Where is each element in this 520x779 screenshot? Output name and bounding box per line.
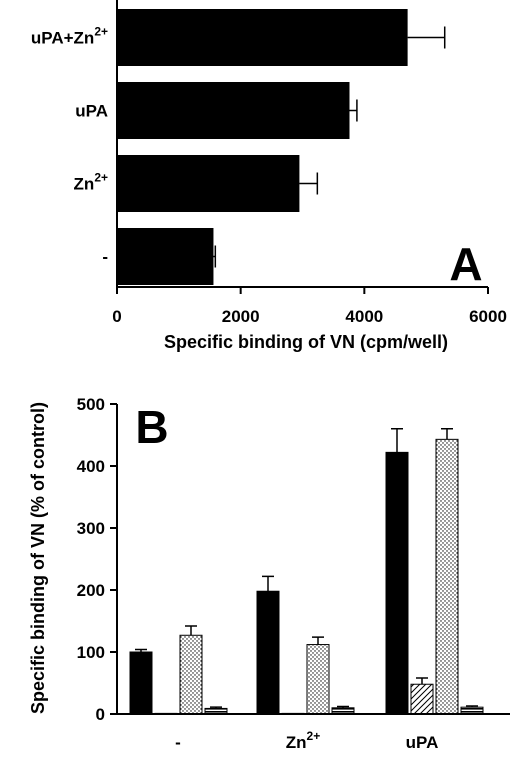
panel-a-category-label: - — [102, 248, 108, 267]
panel-b-bar — [129, 651, 153, 715]
panel-b-bar — [460, 706, 484, 715]
panel-a-category-label: uPA — [75, 102, 108, 121]
panel-b-bar — [306, 644, 330, 715]
panel-b-y-ticks: 0 100 200 300 400 500 — [77, 395, 117, 724]
panel-b-error-bar — [312, 636, 324, 645]
panel-a-bar — [117, 9, 408, 66]
panel-b-y-axis-label: Specific binding of VN (% of control) — [28, 402, 48, 714]
panel-b-error-bar — [262, 575, 274, 592]
panel-b-bars — [129, 438, 484, 715]
panel-b-y-tick-label: 500 — [77, 395, 105, 414]
panel-b-error-bar — [185, 625, 197, 636]
panel-b-y-tick-label: 100 — [77, 643, 105, 662]
panel-b-bar — [179, 634, 203, 715]
panel-b-category-labels: - Zn2+ uPA — [175, 729, 438, 752]
panel-a-category-label: uPA+Zn2+ — [31, 25, 108, 48]
panel-a-error-bar — [299, 172, 319, 195]
panel-a-x-tick-label: 2000 — [222, 307, 260, 326]
panel-a-letter: A — [449, 238, 482, 290]
panel-b-category-label: - — [175, 733, 181, 752]
panel-b-error-bar — [337, 705, 349, 708]
panel-a-bar — [117, 228, 214, 285]
panel-a-x-axis-label: Specific binding of VN (cpm/well) — [164, 332, 448, 352]
panel-b-bar — [410, 683, 434, 715]
panel-a-category-label: Zn2+ — [74, 171, 108, 194]
panel-b: 0 100 200 300 400 500 - Zn2+ uPA Specific bindi… — [28, 395, 510, 752]
panel-a-x-tick-label: 4000 — [345, 307, 383, 326]
panel-b-error-bar — [135, 648, 147, 652]
panel-b-category-label: uPA — [406, 733, 439, 752]
panel-a-x-ticks: 0 2000 4000 6000 — [112, 287, 507, 326]
panel-a-x-tick-label: 6000 — [469, 307, 507, 326]
panel-b-bar — [385, 451, 409, 715]
panel-b-error-bar — [391, 428, 403, 453]
panel-b-error-bar — [416, 677, 428, 685]
panel-b-bar — [435, 438, 459, 715]
panel-a-bar — [117, 82, 350, 139]
panel-a-error-bars — [213, 26, 446, 268]
panel-a-error-bar — [213, 245, 217, 268]
panel-b-error-bar — [441, 428, 453, 440]
panel-a-error-bar — [407, 26, 446, 49]
panel-b-y-tick-label: 300 — [77, 519, 105, 538]
panel-a-error-bar — [349, 99, 358, 122]
panel-a-bar — [117, 155, 300, 212]
panel-b-y-tick-label: 200 — [77, 581, 105, 600]
panel-b-error-bar — [466, 705, 478, 708]
panel-a-category-labels: uPA+Zn2+ uPA Zn2+ - — [31, 25, 108, 267]
panel-b-error-bars — [135, 428, 478, 709]
panel-a-bars — [117, 9, 408, 285]
panel-a: uPA+Zn2+ uPA Zn2+ - 0 2000 4000 6000 Specific … — [31, 0, 507, 352]
panel-b-error-bar — [210, 706, 222, 709]
panel-b-y-tick-label: 400 — [77, 457, 105, 476]
panel-b-category-label: Zn2+ — [286, 729, 320, 752]
panel-b-letter: B — [135, 401, 168, 453]
panel-b-y-tick-label: 0 — [96, 705, 105, 724]
panel-a-x-tick-label: 0 — [112, 307, 121, 326]
panel-b-bar — [256, 590, 280, 715]
